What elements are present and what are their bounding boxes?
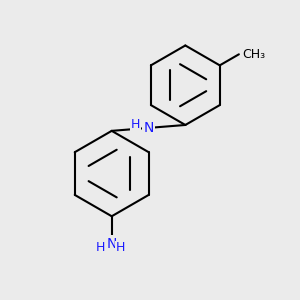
Text: CH₃: CH₃: [242, 48, 266, 61]
Text: H: H: [116, 241, 125, 254]
Text: N: N: [143, 121, 154, 135]
Text: H: H: [130, 118, 140, 131]
Text: H: H: [95, 241, 105, 254]
Text: N: N: [106, 237, 117, 251]
